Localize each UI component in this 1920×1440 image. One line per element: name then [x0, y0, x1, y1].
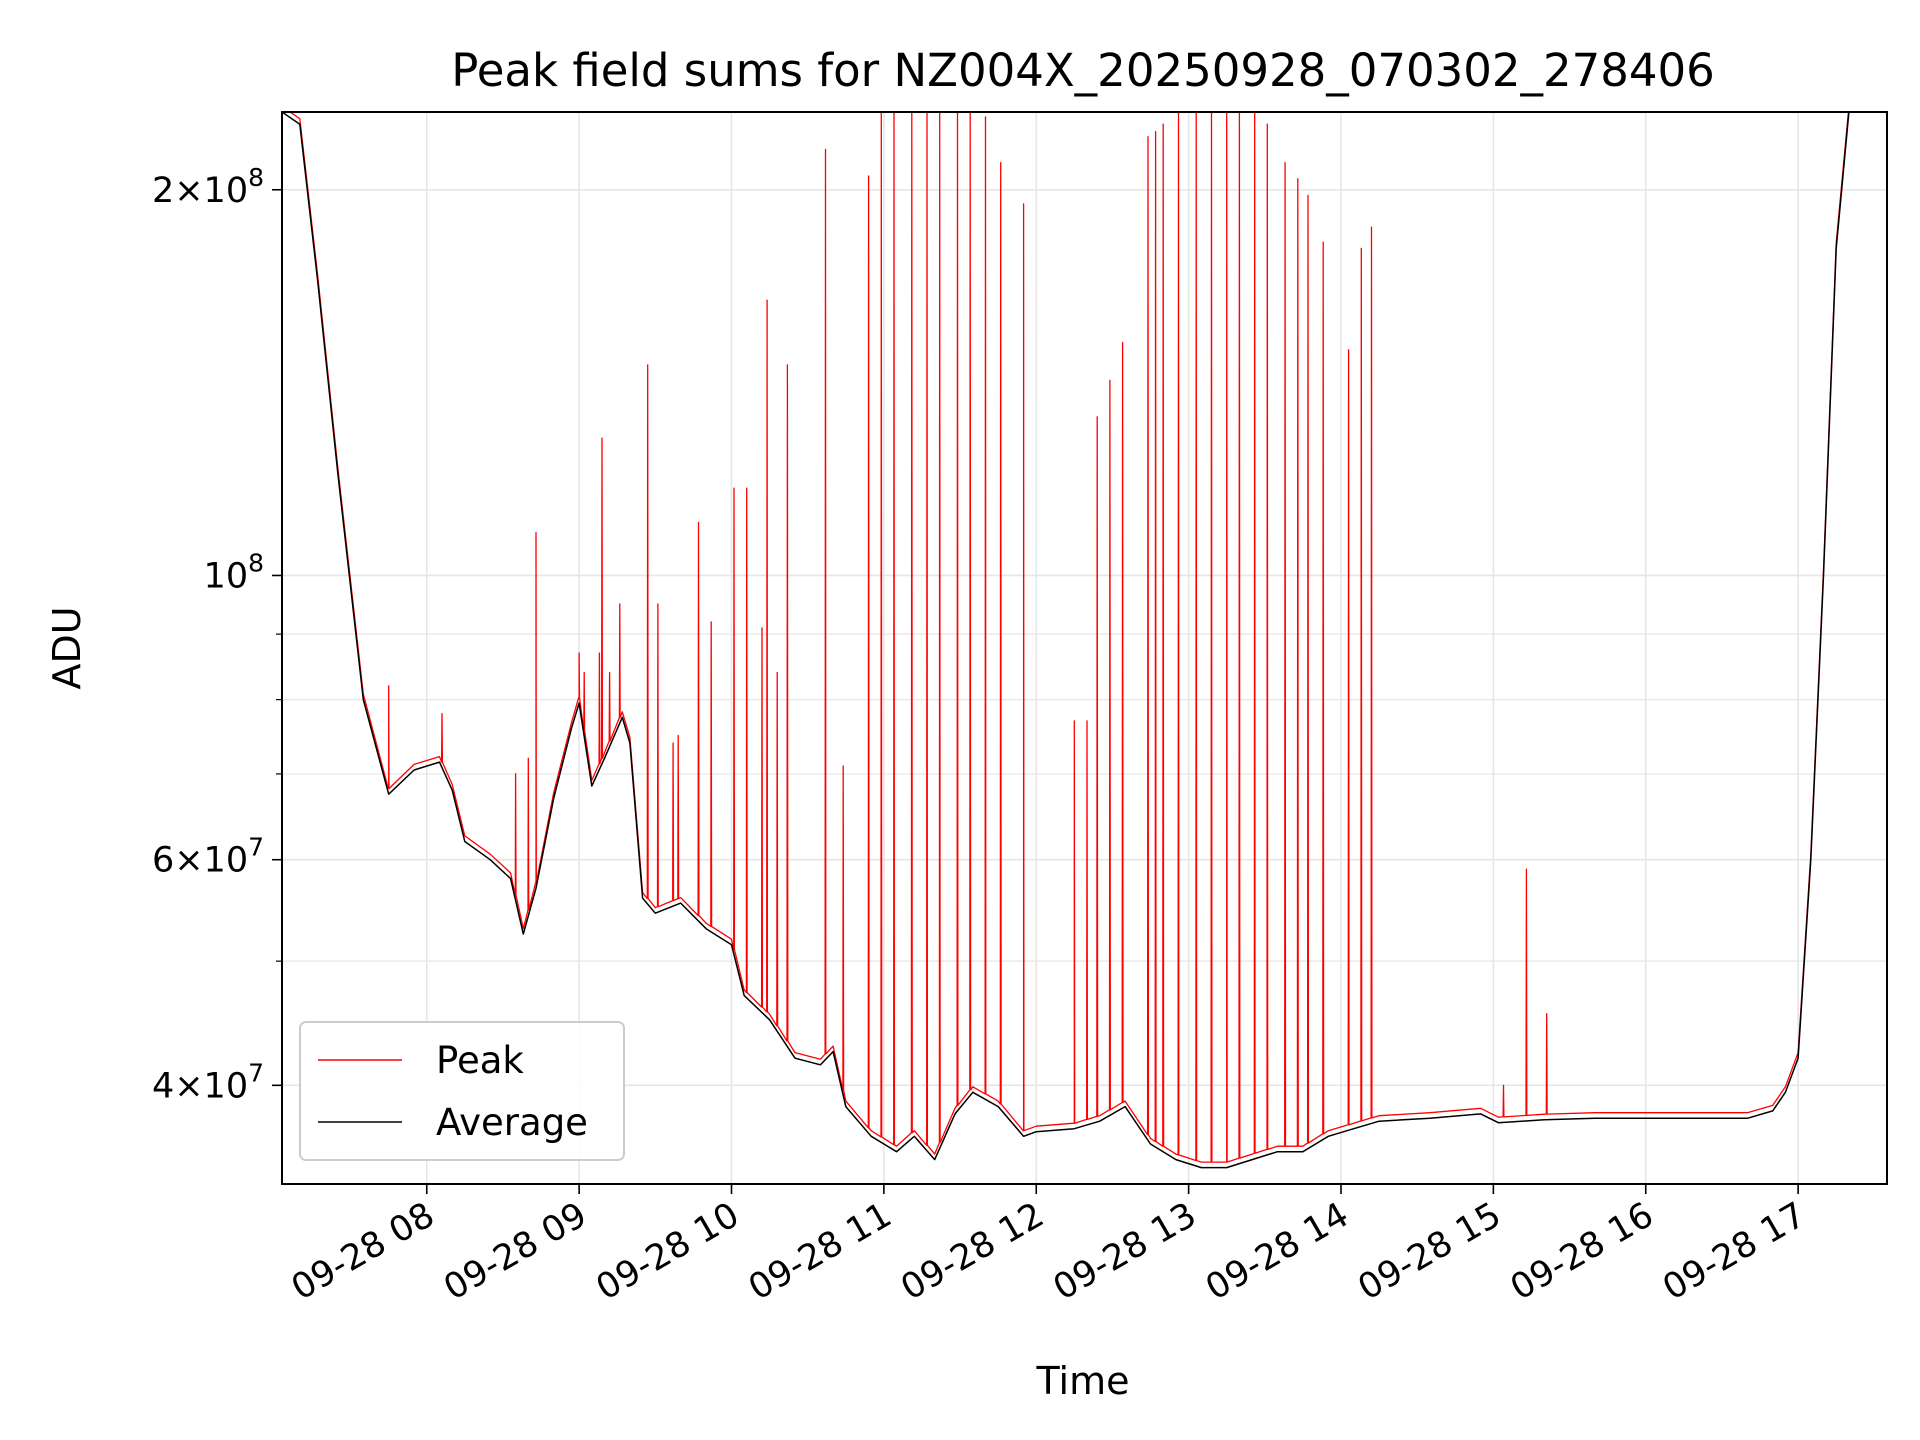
- chart-title: Peak field sums for NZ004X_20250928_0703…: [451, 44, 1715, 97]
- average-series-line: [282, 112, 1850, 1169]
- legend-average-label: Average: [436, 1101, 588, 1144]
- y-tick-label: 6×107: [152, 833, 264, 881]
- y-tick-label: 2×108: [152, 163, 264, 211]
- y-axis-label: ADU: [45, 606, 89, 689]
- legend: Peak Average: [299, 1021, 625, 1161]
- grid: [282, 112, 1887, 1184]
- y-tick-label: 108: [204, 548, 264, 596]
- x-axis-label: Time: [1036, 1359, 1130, 1403]
- y-tick-label: 4×107: [152, 1058, 264, 1106]
- peak-series-line: [288, 112, 1850, 1163]
- legend-peak-label: Peak: [436, 1039, 524, 1082]
- series-layer: [282, 112, 1850, 1169]
- legend-box: [299, 1021, 625, 1161]
- plot-frame: [281, 111, 1888, 1185]
